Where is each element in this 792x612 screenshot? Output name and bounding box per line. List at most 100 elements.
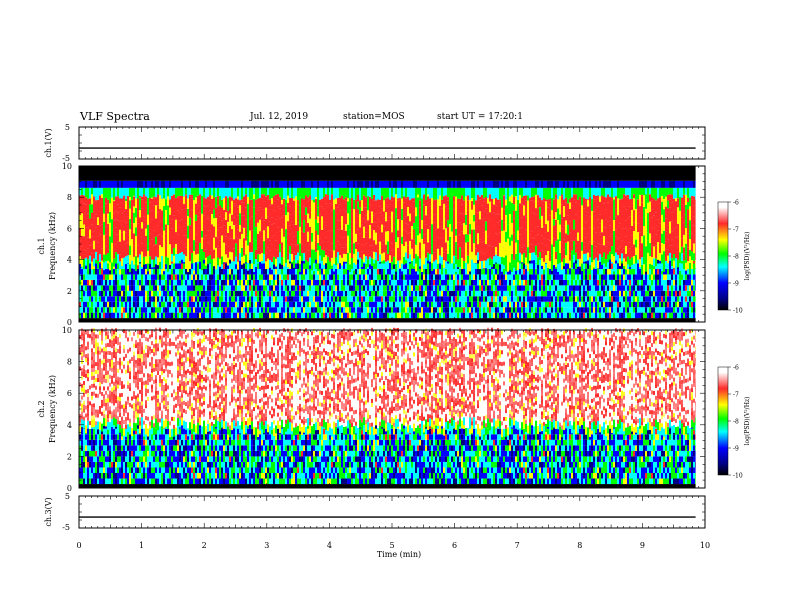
spectrogram-cell xyxy=(99,180,101,188)
spectrogram-cell xyxy=(227,246,229,258)
spectrogram-cell xyxy=(95,290,97,297)
spectrogram-cell xyxy=(271,274,273,280)
spectrogram-cell xyxy=(233,166,235,181)
spectrogram-cell xyxy=(477,285,479,291)
spectrogram-cell xyxy=(455,296,457,302)
spectrogram-cell xyxy=(341,238,343,248)
spectrogram-cell xyxy=(365,215,367,222)
spectrogram-cell xyxy=(519,268,521,275)
spectrogram-cell xyxy=(285,296,287,302)
spectrogram-cell xyxy=(153,279,155,286)
spectrogram-cell xyxy=(229,318,231,322)
spectrogram-cell xyxy=(183,204,185,217)
spectrogram-cell xyxy=(231,197,233,201)
spectrogram-cell xyxy=(205,290,207,297)
spectrogram-cell xyxy=(107,233,109,245)
spectrogram-cell xyxy=(463,247,465,261)
spectrogram-cell xyxy=(375,222,377,233)
spectrogram-cell xyxy=(299,307,301,313)
spectrogram-cell xyxy=(351,180,353,188)
spectrogram-cell xyxy=(325,180,327,188)
spectrogram-cell xyxy=(403,274,405,280)
spectrogram-cell xyxy=(415,285,417,291)
spectrogram-cell xyxy=(511,312,513,319)
spectrogram-cell xyxy=(261,296,263,302)
spectrogram-cell xyxy=(401,208,403,221)
spectrogram-cell xyxy=(141,236,143,244)
spectrogram-cell xyxy=(205,215,207,229)
spectrogram-cell xyxy=(169,207,171,215)
spectrogram-cell xyxy=(449,312,451,319)
spectrogram-cell xyxy=(271,224,273,238)
spectrogram-cell xyxy=(423,301,425,308)
spectrogram-cell xyxy=(247,307,249,313)
spectrogram-cell xyxy=(435,180,437,188)
spectrogram-cell xyxy=(223,279,225,286)
spectrogram-cell xyxy=(293,312,295,319)
spectrogram-cell xyxy=(403,256,405,265)
spectrogram-cell xyxy=(281,242,283,251)
spectrogram-cell xyxy=(453,301,455,308)
spectrogram-cell xyxy=(479,187,481,197)
spectrogram-cell xyxy=(173,215,175,223)
spectrogram-cell xyxy=(123,263,125,269)
spectrogram-cell xyxy=(483,260,485,269)
spectrogram-cell xyxy=(495,285,497,291)
spectrogram-cell xyxy=(109,274,111,280)
spectrogram-cell xyxy=(101,290,103,297)
spectrogram-cell xyxy=(261,268,263,275)
spectrogram-cell xyxy=(163,218,165,231)
spectrogram-cell xyxy=(85,238,87,251)
spectrogram-cell xyxy=(357,296,359,302)
spectrogram-cell xyxy=(163,307,165,313)
spectrogram-cell xyxy=(137,290,139,297)
spectrogram-cell xyxy=(137,198,139,204)
spectrogram-cell xyxy=(271,187,273,199)
spectrogram-cell xyxy=(343,237,345,248)
spectrogram-cell xyxy=(95,285,97,291)
spectrogram-cell xyxy=(335,268,337,275)
spectrogram-cell xyxy=(195,197,197,204)
spectrogram-cell xyxy=(201,274,203,280)
spectrogram-cell xyxy=(279,307,281,313)
spectrogram-cell xyxy=(371,312,373,319)
spectrogram-cell xyxy=(301,290,303,297)
spectrogram-cell xyxy=(209,301,211,308)
spectrogram-cell xyxy=(367,274,369,280)
spectrogram-cell xyxy=(405,252,407,261)
spectrogram-cell xyxy=(327,187,329,196)
ch1-ytick-top: 5 xyxy=(65,123,70,132)
spectrogram-cell xyxy=(195,180,197,188)
spectrogram-cell xyxy=(233,217,235,226)
spectrogram-cell xyxy=(287,274,289,280)
spectrogram-cell xyxy=(505,263,507,272)
spectrogram-cell xyxy=(441,296,443,302)
spectrogram-cell xyxy=(399,208,401,220)
spectrogram-cell xyxy=(265,196,267,208)
spectrogram-cell xyxy=(171,279,173,286)
spectrogram-cell xyxy=(327,249,329,257)
spectrogram-cell xyxy=(455,216,457,229)
spectrogram-cell xyxy=(197,301,199,308)
spectrogram-cell xyxy=(365,263,367,269)
spectrogram-cell xyxy=(309,268,311,275)
spectrogram-cell xyxy=(97,236,99,243)
spectrogram-cell xyxy=(415,225,417,234)
spectrogram-cell xyxy=(201,318,203,322)
spectrogram-cell xyxy=(339,263,341,269)
spectrogram-cell xyxy=(451,274,453,280)
spectrogram-cell xyxy=(403,312,405,319)
spectrogram-cell xyxy=(103,180,105,188)
spectrogram-cell xyxy=(243,180,245,188)
spectrogram-cell xyxy=(347,268,349,275)
spectrogram-cell xyxy=(285,312,287,319)
spectrogram-cell xyxy=(517,274,519,280)
spectrogram-cell xyxy=(281,199,283,205)
spectrogram-cell xyxy=(503,301,505,308)
spectrogram-cell xyxy=(105,279,107,286)
spectrogram-cell xyxy=(211,213,213,225)
spectrogram-cell xyxy=(115,196,117,201)
spectrogram-cell xyxy=(377,312,379,319)
spectrogram-cell xyxy=(483,268,485,275)
spectrogram-cell xyxy=(491,268,493,275)
